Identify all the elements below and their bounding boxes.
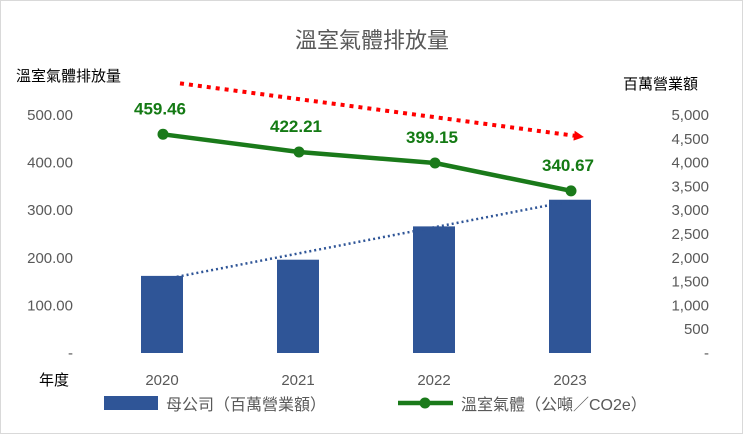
right-tick-label: 1,500 — [671, 274, 709, 291]
bar — [141, 275, 183, 353]
right-tick-label: 3,000 — [671, 202, 709, 219]
bar-trendline-group — [161, 199, 571, 281]
line-series: 459.46 422.21 399.15 340.67 — [134, 99, 594, 197]
right-tick-label: 2,500 — [671, 226, 709, 243]
left-tick-label: 200.00 — [27, 250, 73, 267]
data-label: 399.15 — [406, 128, 458, 147]
line-point — [293, 146, 305, 158]
x-axis-ticks: 2020 2021 2022 2023 — [145, 372, 586, 389]
x-tick-label: 2022 — [417, 372, 450, 389]
right-tick-label: 2,000 — [671, 250, 709, 267]
left-axis-ticks: - 100.00 200.00 300.00 400.00 500.00 — [27, 107, 73, 362]
data-label: 422.21 — [270, 117, 322, 136]
bar-series — [141, 199, 591, 353]
x-tick-label: 2023 — [553, 372, 586, 389]
right-tick-label: 500 — [684, 321, 709, 338]
left-tick-label: 500.00 — [27, 107, 73, 124]
left-axis-title: 溫室氣體排放量 — [16, 68, 121, 85]
legend-bar-label: 母公司（百萬營業額） — [166, 396, 326, 414]
legend: 母公司（百萬營業額） 溫室氣體（公噸／CO2e） — [104, 396, 647, 414]
right-tick-label: 4,000 — [671, 155, 709, 172]
left-tick-label: 300.00 — [27, 202, 73, 219]
right-axis-ticks: - 500 1,000 1,500 2,000 2,500 3,000 3,500 4,000 4… — [671, 107, 709, 362]
legend-bar-swatch — [104, 396, 158, 410]
data-label: 459.46 — [134, 99, 186, 118]
left-tick-label: 100.00 — [27, 297, 73, 314]
line-trendline-group — [179, 81, 584, 141]
right-tick-label: 3,500 — [671, 178, 709, 195]
line-point — [429, 157, 441, 169]
x-axis-title: 年度 — [39, 372, 69, 389]
bar-trendline — [161, 199, 571, 281]
right-axis-title: 百萬營業額 — [623, 76, 698, 93]
x-tick-label: 2021 — [281, 372, 314, 389]
x-tick-label: 2020 — [145, 372, 178, 389]
line-point — [157, 128, 169, 140]
right-tick-label: 5,000 — [671, 107, 709, 124]
chart-title: 溫室氣體排放量 — [295, 28, 449, 53]
legend-line-label: 溫室氣體（公噸／CO2e） — [461, 396, 647, 414]
line-path — [162, 132, 572, 194]
left-tick-label: 400.00 — [27, 155, 73, 172]
bar — [277, 259, 319, 353]
bar — [549, 199, 591, 353]
data-label: 340.67 — [542, 156, 594, 175]
left-tick-label: - — [68, 345, 73, 362]
right-tick-label: - — [704, 345, 709, 362]
legend-line-marker — [419, 397, 431, 409]
right-tick-label: 4,500 — [671, 131, 709, 148]
line-trendline — [179, 81, 584, 141]
bar — [413, 226, 455, 353]
line-point — [565, 185, 577, 197]
right-tick-label: 1,000 — [671, 297, 709, 314]
